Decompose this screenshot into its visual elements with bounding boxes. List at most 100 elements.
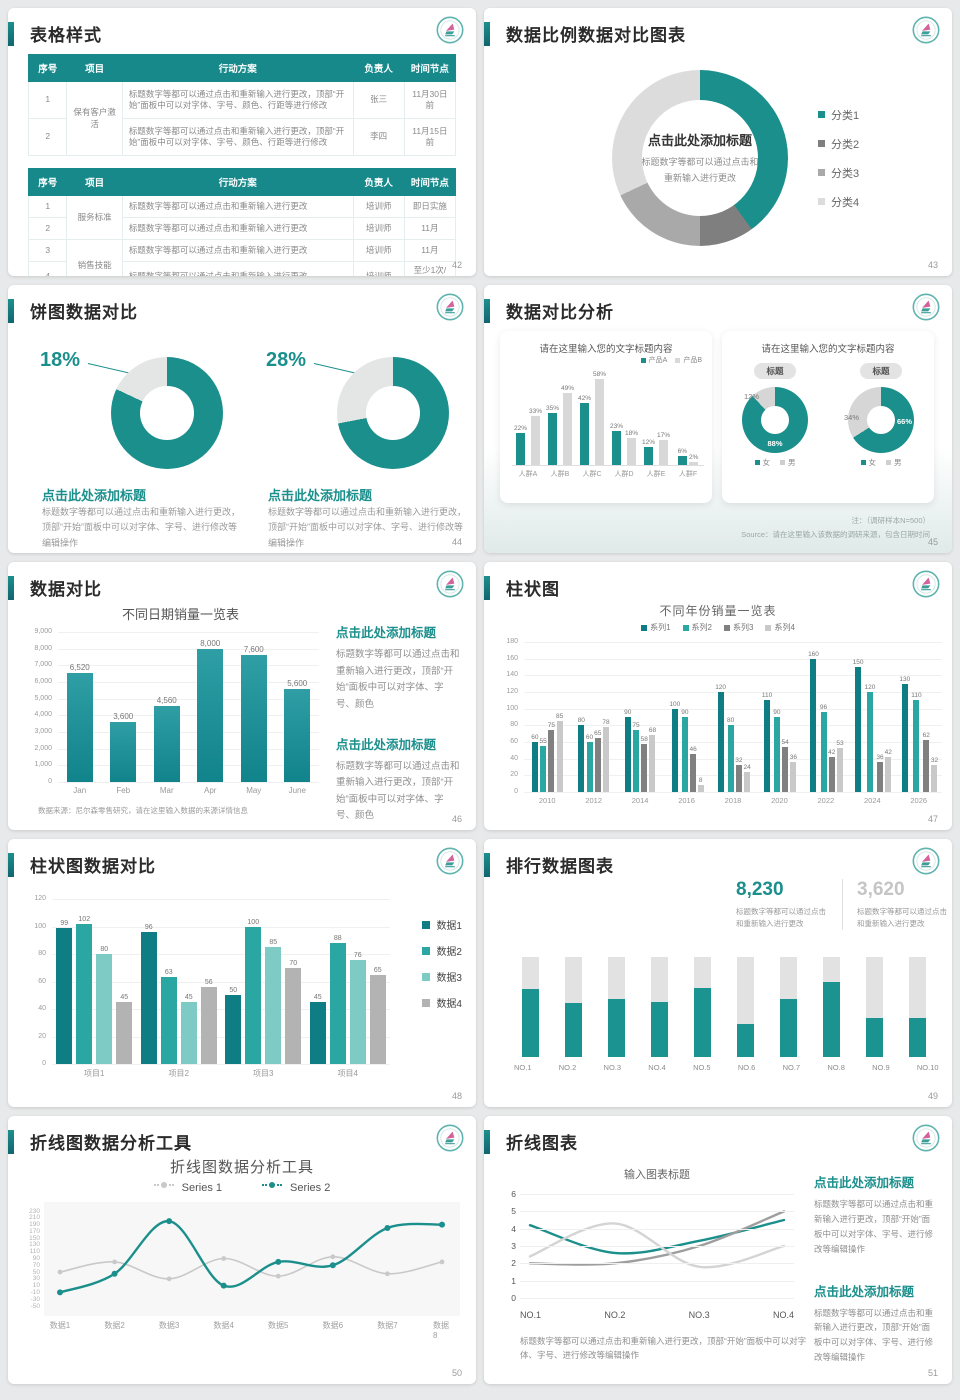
bar (689, 462, 699, 465)
bar-column: 8 (697, 777, 704, 792)
rank-bar-fill (737, 1024, 754, 1057)
bar (727, 725, 734, 792)
legend-marker (640, 357, 646, 363)
table-header-cell: 行动方案 (121, 54, 354, 82)
slide-46-thumbnail[interactable]: 数据对比 不同日期销量一览表 9,000 8,000 7,000 6,000 5,000… (8, 562, 476, 830)
bar-column: 120 (715, 684, 726, 792)
gridline (524, 675, 942, 677)
axis-tick-label: 0 (42, 1060, 46, 1067)
category-label: 2016 (678, 796, 695, 805)
slide-44-thumbnail[interactable]: 饼图数据对比 18% 点击此处添加标题 标题数字等都可以通过点击和重新输入进行更… (8, 285, 476, 553)
category-label: NO.9 (872, 1063, 890, 1072)
block-body-text: 标题数字等都可以通过点击和重新输入进行更改，顶部“开始”面板中可以对字体、字号、… (814, 1307, 934, 1363)
bar-column: 100 (245, 919, 262, 1064)
stats-row: 8,230 标题数字等都可以通过点击和重新输入进行更改 3,620 标题数字等都… (736, 879, 949, 930)
bar-group: 5,600 (276, 679, 320, 782)
legend-marker (153, 1182, 174, 1188)
data-point (221, 1256, 227, 1261)
slide-title: 排行数据图表 (506, 857, 614, 876)
slide-49-thumbnail[interactable]: 排行数据图表 8,230 标题数字等都可以通过点击和重新输入进行更改 3,620… (484, 839, 952, 1107)
legend-marker (675, 357, 681, 363)
bar-column: 18% (625, 430, 638, 465)
legend-item: 数据4 (422, 995, 462, 1010)
stat-value: 3,620 (857, 879, 905, 900)
axis-tick-label: 9,000 (34, 628, 52, 635)
axis-tick-label: 1,000 (34, 761, 52, 769)
bar-chart-body: 120 100 80 60 40 20 0 99 102 80 45 96 63 45 56 50 100 85 7… (24, 895, 390, 1079)
bar (641, 743, 648, 792)
bar-value-label: 75 (547, 721, 555, 729)
category-label: Jan (73, 786, 87, 795)
bar-column: 80 (727, 717, 734, 792)
category-label: 2022 (817, 796, 835, 805)
slide-50-thumbnail[interactable]: 折线图数据分析工具 折线图数据分析工具 Series 1 Series 2 230… (8, 1116, 476, 1384)
page-number: 45 (927, 537, 938, 547)
slide-47-thumbnail[interactable]: 柱状图 不同年份销量一览表 系列1 系列2 系列3 系列4 180 160 140 120 1… (484, 562, 952, 830)
table-cell: 标题数字等都可以通过点击和重新输入进行更改，顶部“开始”面板中可以对字体、字号、… (121, 118, 354, 156)
bar-value-label: 80 (727, 717, 735, 725)
slide-43-thumbnail[interactable]: 数据比例数据对比图表 点击此处添加标题 标题数字等都可以通过点击和重新输入进行更… (484, 8, 952, 276)
bar-column: 160 (808, 651, 819, 792)
data-point (112, 1259, 117, 1265)
legend-item: 分类4 (818, 194, 859, 210)
bar-value-label: 42 (884, 749, 892, 756)
legend-marker (818, 169, 825, 176)
legend-item: 产品B (675, 355, 702, 365)
stat-value: 8,230 (736, 879, 784, 900)
bar-value-label: 62 (922, 732, 930, 740)
legend-label: 系列2 (691, 623, 712, 632)
legend-marker (860, 460, 866, 465)
slide-45-thumbnail[interactable]: 数据对比分析 请在这里输入您的文字标题内容 产品A 产品B 22% 33% 35% 49… (484, 285, 952, 553)
legend-marker (422, 920, 431, 929)
slide-42-thumbnail[interactable]: 表格样式 序号 项目 行动方案 负责人 时间节点 1 保有客户激活 标题数字等都可以通过点击和… (8, 8, 476, 276)
bar-column: 130 (899, 676, 910, 792)
axis-tick-label: 0 (511, 1293, 516, 1303)
chart-legend: 产品A 产品B (640, 355, 702, 365)
gridline (520, 1298, 794, 1299)
gridline (58, 698, 319, 700)
block-heading: 点击此处添加标题 (814, 1284, 915, 1299)
bar-column: 62 (923, 732, 930, 792)
bar-column: 35% (546, 405, 559, 465)
bar (96, 954, 113, 1064)
donut-center-text: 点击此处添加标题 标题数字等都可以通过点击和重新输入进行更改 (612, 70, 788, 246)
line-series (58, 1219, 444, 1294)
data-point (384, 1224, 391, 1231)
axis-tick-label: 2,000 (34, 744, 52, 752)
table-header-row: 序号 项目 行动方案 负责人 时间节点 (27, 168, 457, 196)
bar (717, 692, 724, 792)
bar-group: 130 110 62 32 (896, 676, 942, 792)
gridline (52, 1036, 390, 1038)
pie-comparison-area: 18% 点击此处添加标题 标题数字等都可以通过点击和重新输入进行更改，顶部“开始… (16, 329, 468, 548)
bar-column: 32 (735, 757, 743, 792)
slide-48-thumbnail[interactable]: 柱状图数据对比 120 100 80 60 40 20 0 99 102 80 45 96 63 45 56… (8, 839, 476, 1107)
category-label: 人群B (550, 471, 570, 478)
bar-group: 4,560 (145, 696, 189, 782)
gridline (520, 1280, 794, 1282)
axis-tick-label: 100 (34, 922, 46, 930)
slide-51-thumbnail[interactable]: 折线图表 输入图表标题 6 5 4 3 2 1 0 NO.1 NO.2 NO.3 NO.4 标题数… (484, 1116, 952, 1384)
page-number: 42 (451, 260, 462, 270)
note-line: Source：请在这里输入该数据的调研来源，包含日期时间 (741, 529, 930, 539)
bar-group: 50 100 85 70 (221, 919, 306, 1064)
bar-value-label: 17% (657, 431, 671, 439)
rank-bar-track (522, 957, 539, 1057)
axis-tick-label: 30 (32, 1275, 40, 1283)
title-accent-bar (484, 576, 490, 600)
bar-column: 6,520 (66, 663, 93, 782)
bar-value-label: 96 (819, 704, 828, 711)
bar-column: 68 (649, 727, 656, 792)
axis-tick-label: 80 (38, 950, 46, 957)
table-row: 1 服务标准 标题数字等都可以通过点击和重新输入进行更改 培训师 即日实施 (27, 195, 457, 240)
bar (540, 746, 547, 792)
legend-label: 系列4 (774, 623, 795, 632)
axis-tick-label: 0 (514, 788, 518, 795)
chart-title: 折线图数据分析工具 (169, 1159, 314, 1176)
bar (855, 667, 862, 792)
bar-value-label: 58% (593, 371, 607, 379)
stat-block: 8,230 标题数字等都可以通过点击和重新输入进行更改 (736, 879, 828, 930)
category-label: NO.3 (603, 1063, 622, 1072)
grouped-bar-chart: 120 100 80 60 40 20 0 99 102 80 45 96 63 45 56 50 100 85 7… (24, 895, 390, 1079)
table-cell: 标题数字等都可以通过点击和重新输入进行更改 (121, 261, 354, 276)
